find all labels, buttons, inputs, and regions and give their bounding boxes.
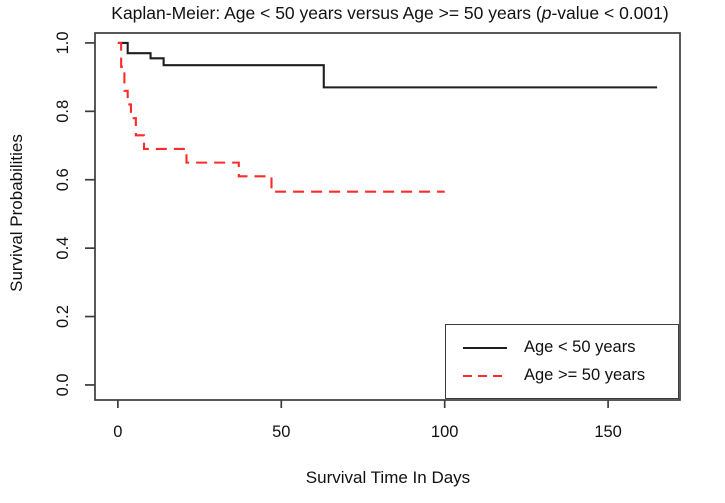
x-tick-label: 150 — [594, 423, 622, 441]
legend-label: Age >= 50 years — [524, 366, 646, 384]
legend: Age < 50 years Age >= 50 years — [445, 324, 679, 399]
chart-title-suffix: -value < 0.001) — [551, 3, 669, 23]
chart-title-text: Kaplan-Meier: Age < 50 years versus Age … — [111, 3, 542, 23]
y-tick-label: 0.8 — [54, 100, 72, 123]
x-axis-label: Survival Time In Days — [305, 468, 471, 487]
y-tick-label: 0.4 — [54, 237, 72, 260]
legend-row-age-under-50: Age < 50 years — [446, 335, 678, 360]
km-curve-solid — [117, 41, 658, 89]
legend-label: Age < 50 years — [524, 338, 636, 356]
plot-frame — [94, 32, 681, 401]
legend-row-age-50-plus: Age >= 50 years — [446, 363, 678, 388]
chart-title-pvalue-italic: p — [541, 3, 552, 23]
y-tick-label: 1.0 — [54, 31, 72, 54]
chart-title: Kaplan-Meier: Age < 50 years versus Age … — [60, 3, 720, 24]
y-tick-label: 0.6 — [54, 168, 72, 191]
y-tick-label: 0.0 — [54, 373, 72, 396]
x-tick-label: 50 — [272, 423, 290, 441]
legend-line-sample-dashed — [463, 374, 507, 377]
legend-line-sample-solid — [463, 346, 507, 349]
y-tick-label: 0.2 — [54, 305, 72, 328]
x-tick-label: 100 — [431, 423, 459, 441]
km-curve-dashed — [117, 41, 445, 193]
y-axis-label: Survival Probabilities — [7, 134, 26, 292]
x-tick-label: 0 — [113, 423, 122, 441]
